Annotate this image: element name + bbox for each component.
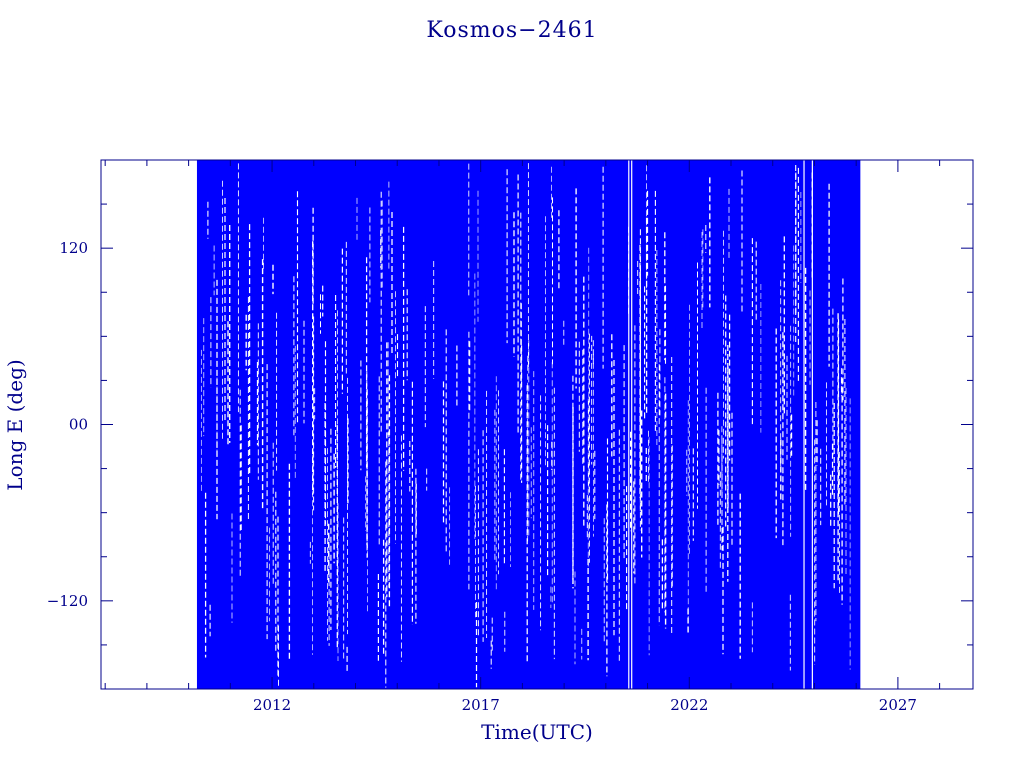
chart-title: Kosmos−2461 — [426, 18, 597, 43]
x-tick-label-2012: 2012 — [253, 696, 291, 714]
gaps-layer — [200, 160, 851, 689]
y-tick-label-120: 120 — [59, 239, 88, 257]
y-tick-label-minus120: −120 — [47, 592, 88, 610]
y-axis-label: Long E (deg) — [3, 359, 27, 490]
ticks-layer — [101, 160, 973, 689]
x-tick-label-2017: 2017 — [462, 696, 500, 714]
x-tick-label-2022: 2022 — [670, 696, 708, 714]
x-tick-label-2027: 2027 — [879, 696, 917, 714]
y-tick-labels: −120 00 120 — [47, 239, 88, 610]
y-tick-label-0: 00 — [69, 416, 88, 434]
x-tick-labels: 2012 2017 2022 2027 — [253, 696, 917, 714]
x-axis-label: Time(UTC) — [481, 720, 593, 744]
